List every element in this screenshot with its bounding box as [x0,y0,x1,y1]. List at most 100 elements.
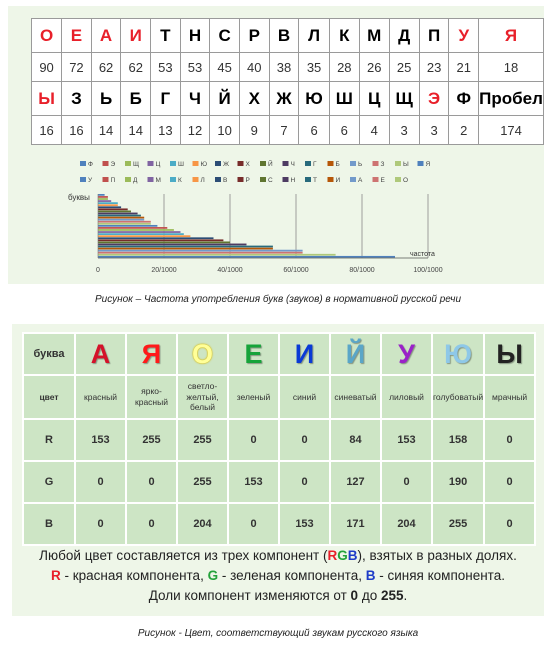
legend-swatch [260,177,266,182]
legend-swatch [372,177,379,182]
letter-6: Й [329,332,382,376]
letter-cell: Г [150,81,181,116]
rgb-g-letter: G [337,548,348,563]
component-value: 0 [483,502,537,546]
legend-entry: Ь [358,161,362,168]
count-cell: 35 [298,52,330,82]
legend-entry: Й [268,159,273,168]
tick-label: 80/1000 [349,267,374,274]
legend-swatch [282,161,289,166]
letter-cell: Н [179,18,211,53]
count-cell: 16 [61,115,92,145]
range-from: 0 [350,588,359,603]
desc-text: Доли компонент изменяются от [148,588,351,603]
legend-swatch [147,161,154,166]
component-value: 127 [329,460,382,504]
letter-8: Ю [430,332,486,376]
legend-entry: Г [313,161,317,168]
color-name-cell: светло-желтый, белый [176,374,229,420]
component-value: 158 [430,418,486,462]
color-name-cell: зеленый [227,374,280,420]
count-cell: 14 [90,115,122,145]
component-value: 0 [278,418,331,462]
color-name-cell: голубоватый [430,374,486,420]
component-value: 0 [74,460,127,504]
legend-entry: З [381,161,385,168]
legend-entry: Ф [88,161,93,168]
component-label: G [22,460,76,504]
count-cell: 16 [30,115,63,145]
frequency-chart: Ф Э Щ Ц Ш Ю Ж Х Й Ч Г Б Ь З Ы Я У П Д М К Л В Р С Н Т И А Е О 0 20/1000 4… [68,159,443,274]
bar-С [98,243,247,246]
legend-swatch [192,177,199,182]
legend-entry: С [268,177,273,184]
letter-cell: О [30,18,63,53]
legend-entry: К [178,177,182,184]
legend-entry: Я [426,161,431,168]
legend-swatch [417,161,424,166]
legend-swatch [282,177,289,182]
g-row: G 0 0 255 153 0 127 0 190 0 [22,460,537,504]
bar-Б [98,216,145,219]
bar-Ч [98,212,138,215]
letter-cell: Ф [448,81,480,116]
legend-swatch [350,161,356,166]
letter-4: Е [227,332,280,376]
legend-swatch [350,177,356,182]
component-value: 255 [176,418,229,462]
legend-swatch [147,177,154,182]
letter-cell: К [328,18,360,53]
component-value: 0 [227,502,280,546]
bar-Ж [98,206,122,209]
r-row: R 153 255 255 0 0 84 153 158 0 [22,418,537,462]
legend-entry: Щ [133,161,139,168]
letter-9: Ы [483,332,537,376]
legend-entry: У [88,177,93,184]
numbers-row-1: 90 72 62 62 53 53 45 40 38 35 28 26 25 23 21 18 [30,52,544,82]
tick-label: 0 [96,267,100,274]
count-cell: 4 [358,115,390,145]
bar-Ц [98,200,112,202]
letter-cell: Ь [90,81,122,116]
legend-swatch [237,161,244,166]
legend-swatch [395,161,401,166]
legend-entry: М [156,177,161,184]
count-cell: 28 [328,52,360,82]
legend-entry: Ц [156,161,161,168]
color-names-row: цвет красный ярко-красный светло-желтый, б… [22,374,537,420]
legend-swatch [237,177,244,182]
component-value: 255 [430,502,486,546]
letter-cell: Б [120,81,152,116]
bar-А [98,251,303,254]
letter-2: Я [125,332,178,376]
color-name-cell: синеватый [329,374,382,420]
desc-line-3: Доли компонент изменяются от 0 до 255. [12,586,544,606]
letter-cell: У [448,18,480,53]
component-value: 190 [430,460,486,504]
legend-swatch [80,161,86,166]
letter-cell: Х [238,81,270,116]
color-name-cell: красный [74,374,127,420]
figure-caption-1: Рисунок – Частота употребления букв (зву… [94,294,462,305]
count-cell: 90 [30,52,63,82]
desc-text: Любой цвет составляется из трех компонен… [39,548,328,563]
count-cell: 26 [358,52,390,82]
legend-swatch [327,177,334,182]
legend-swatch [327,161,334,166]
numbers-row-2: 16 16 14 14 13 12 10 9 7 6 6 4 3 3 2 174 [30,115,544,145]
bar-Щ [98,198,108,200]
count-cell: 53 [150,52,181,82]
desc-text: - зеленая компонента, [218,568,366,583]
letter-1: А [74,332,127,376]
legend-swatch [80,177,86,182]
bar-Т [98,247,273,250]
letter-cell: Ц [358,81,390,116]
legend-swatch [125,177,131,182]
legend-swatch [395,177,401,182]
desc-text: . [403,588,408,603]
rgb-r-letter: R [327,548,338,563]
rgb-description: Любой цвет составляется из трех компонен… [12,546,544,606]
